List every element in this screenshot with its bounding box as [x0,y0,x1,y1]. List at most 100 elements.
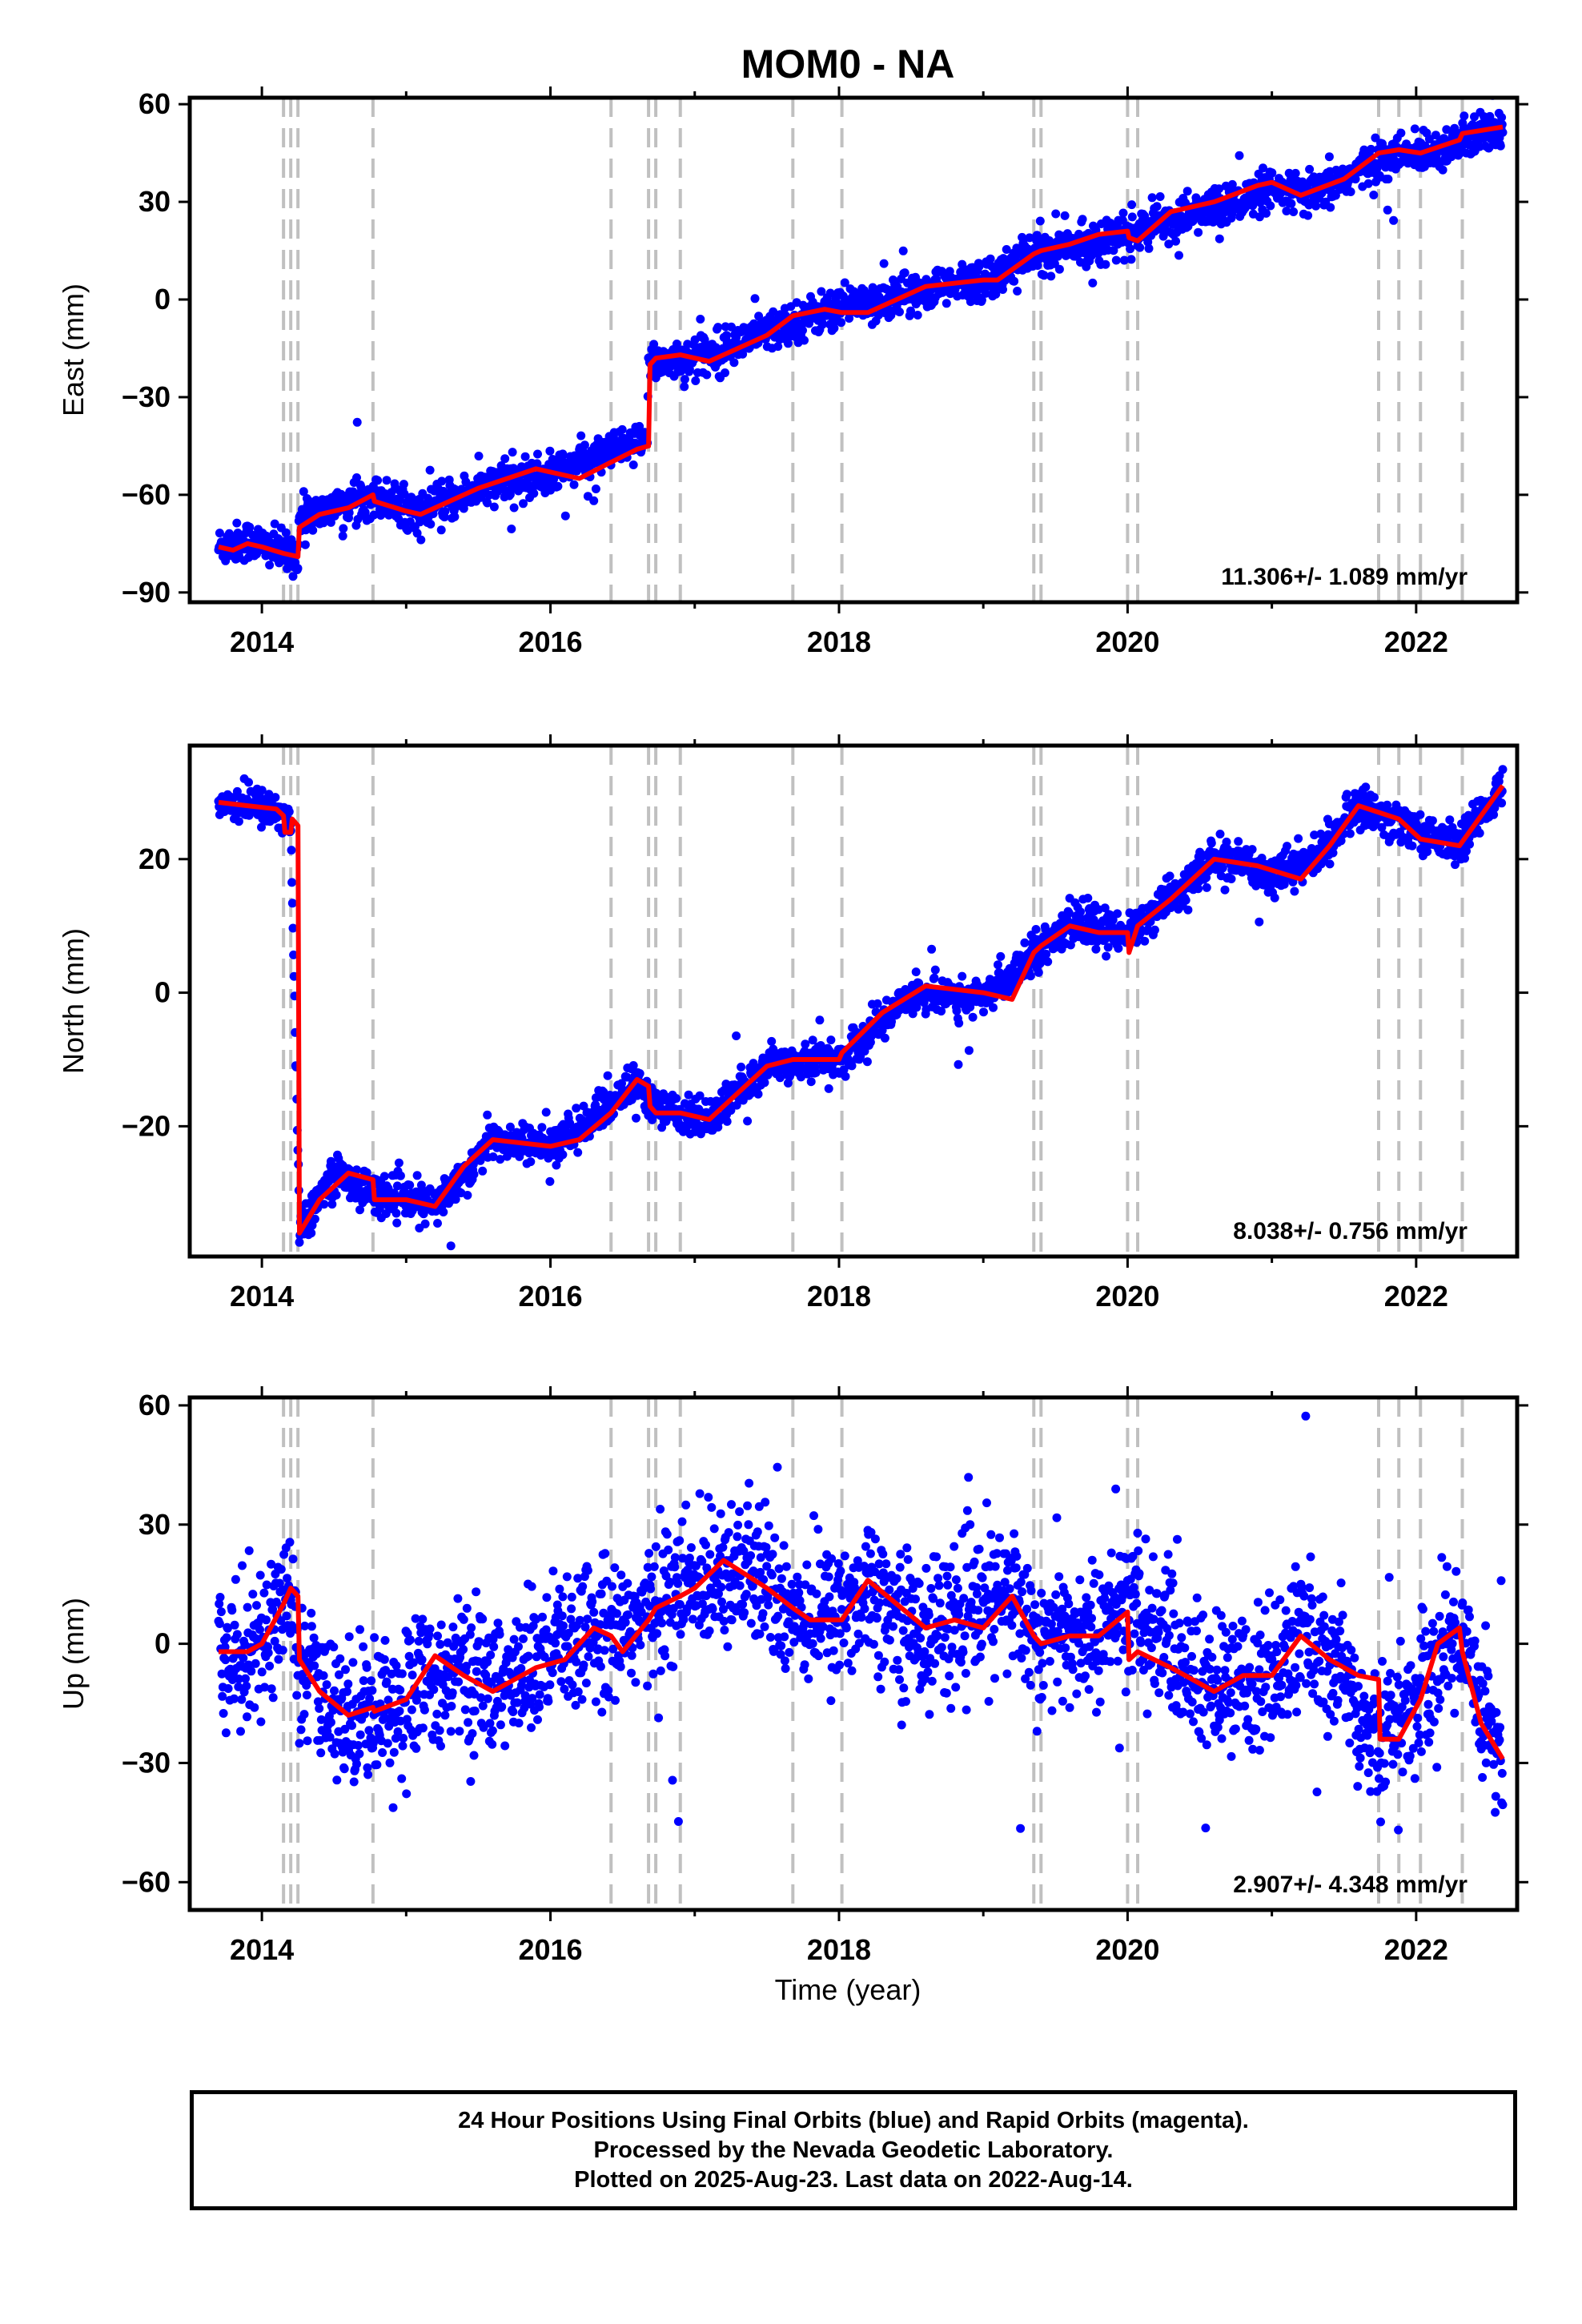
data-point [895,308,904,316]
data-point [245,522,255,532]
data-point [242,1681,251,1691]
x-tick-label: 2020 [1095,1280,1159,1313]
data-point [437,476,447,486]
data-point [1227,875,1236,883]
data-point [603,1071,612,1080]
data-point [1361,782,1371,792]
data-point [446,1241,456,1251]
data-point [1078,215,1087,224]
data-point [425,465,435,475]
data-point [572,1104,581,1113]
data-point [217,1669,227,1679]
data-point [1032,231,1042,240]
data-point [355,1205,364,1215]
data-point [257,786,267,795]
y-tick-label: −60 [122,478,171,511]
data-point [289,950,299,959]
data-point [237,1695,247,1704]
data-point [886,311,896,320]
data-point [840,278,849,287]
data-point [451,503,460,512]
data-point [900,268,909,278]
data-point [898,246,908,255]
data-point [1220,885,1230,895]
data-point [483,498,492,508]
data-point [529,489,539,498]
data-point [1475,828,1484,838]
data-point [373,476,383,485]
data-point [500,454,510,464]
data-point [927,944,937,954]
data-point [234,817,243,826]
data-point [981,288,990,298]
data-point [505,490,515,499]
data-point [223,1684,233,1693]
data-point [680,382,689,392]
data-point [284,807,294,817]
data-point [1367,144,1375,154]
data-point [1144,243,1154,253]
data-point [338,531,347,541]
data-point [308,525,318,535]
data-point [1207,838,1216,848]
data-point [837,318,846,328]
data-point [806,1077,816,1087]
data-point [696,315,705,324]
data-point [238,1561,247,1570]
data-point [379,1172,389,1181]
data-point [1294,834,1303,843]
data-point [1415,810,1425,819]
data-point [265,561,275,570]
data-point [1064,908,1074,918]
data-point [691,376,701,385]
plot-frame [187,95,1520,605]
data-point [994,960,1002,970]
data-point [545,1176,555,1186]
data-point [937,1007,946,1016]
data-point [773,342,783,352]
data-point [234,1675,243,1683]
data-point [300,540,310,549]
data-point [331,1190,341,1200]
data-point [218,1691,227,1701]
data-point [1194,884,1203,894]
data-point [356,482,366,492]
data-point [215,529,224,538]
data-point [996,951,1006,961]
y-tick-label: −90 [122,576,171,609]
data-point [288,923,298,933]
data-point [257,822,266,832]
data-point [1291,168,1300,178]
data-point [1109,246,1118,255]
data-point [1496,141,1505,151]
data-point [1248,201,1258,211]
y-tick-label: −30 [122,380,171,413]
data-point [1010,276,1019,286]
data-point [416,535,426,545]
data-point [232,1630,242,1639]
data-point [232,518,242,528]
data-point [1235,151,1244,160]
data-point [591,485,600,493]
data-point [1431,131,1440,140]
data-point [726,1106,736,1115]
data-point [930,973,939,983]
data-point [526,1157,536,1167]
data-point [1497,798,1507,808]
data-point [241,1674,250,1683]
data-point [1152,202,1162,211]
data-point [1060,211,1070,220]
y-tick-label: −20 [122,1109,171,1142]
data-point [222,1633,231,1642]
data-point [293,564,303,573]
data-point [1451,860,1460,870]
data-point [1043,957,1053,967]
data-point [420,1219,430,1228]
data-point [1119,255,1129,265]
data-point [553,481,563,491]
data-point [507,525,516,533]
data-point [219,1709,228,1718]
